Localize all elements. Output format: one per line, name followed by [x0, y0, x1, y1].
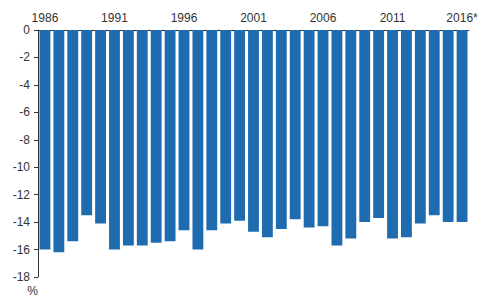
svg-text:2001: 2001: [240, 11, 267, 25]
svg-text:-14: -14: [13, 215, 31, 229]
svg-text:-2: -2: [19, 50, 30, 64]
svg-text:1991: 1991: [101, 11, 128, 25]
svg-text:1986: 1986: [32, 11, 59, 25]
svg-text:%: %: [27, 284, 38, 298]
svg-text:-6: -6: [19, 105, 30, 119]
svg-text:-18: -18: [13, 270, 31, 284]
svg-text:-4: -4: [19, 78, 30, 92]
svg-text:-16: -16: [13, 243, 31, 257]
svg-text:-12: -12: [13, 188, 31, 202]
svg-text:-8: -8: [19, 133, 30, 147]
svg-text:2016*: 2016*: [446, 11, 478, 25]
svg-text:0: 0: [23, 23, 30, 37]
svg-text:1996: 1996: [171, 11, 198, 25]
svg-text:2011: 2011: [380, 11, 406, 25]
svg-text:-10: -10: [13, 160, 31, 174]
svg-text:2006: 2006: [310, 11, 337, 25]
